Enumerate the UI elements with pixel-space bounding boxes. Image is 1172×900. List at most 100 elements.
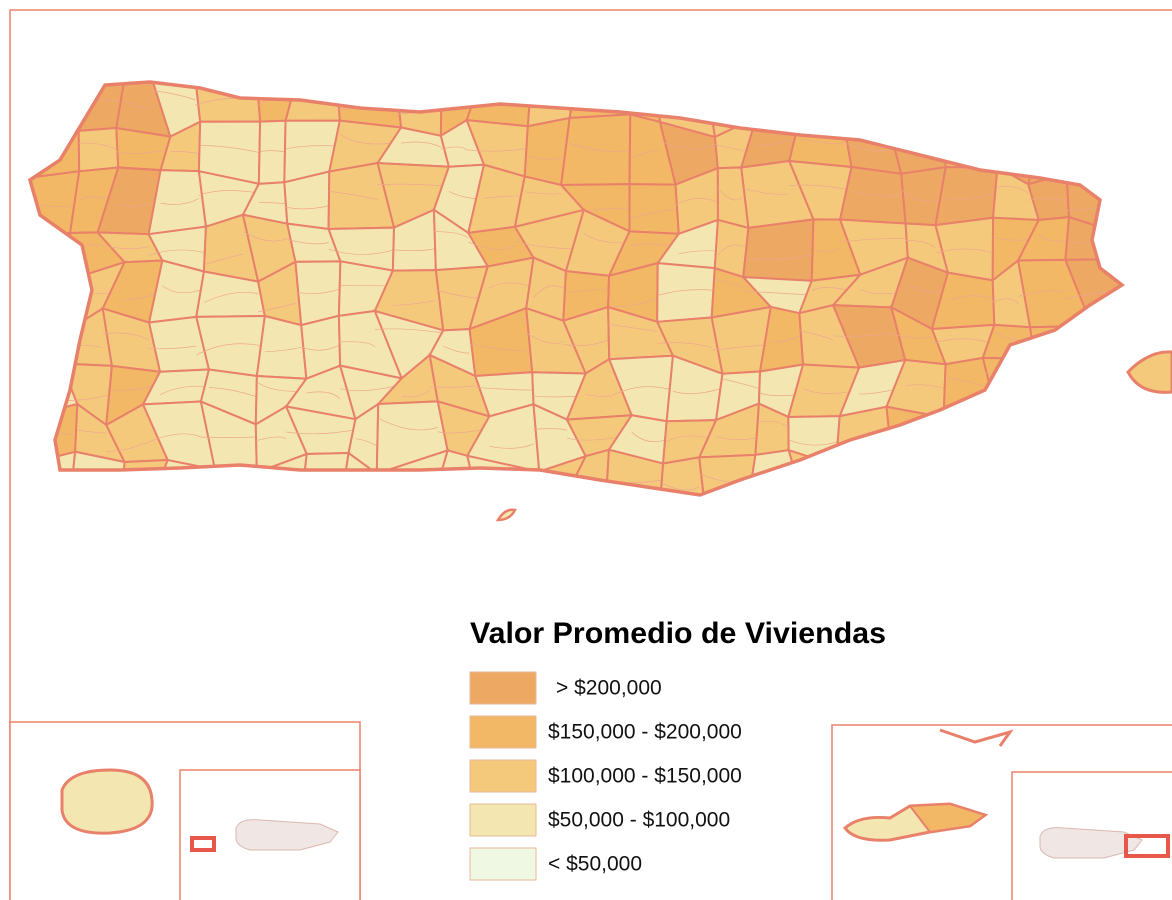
tract-line (539, 484, 586, 492)
tract-line (30, 486, 76, 495)
municipality (255, 314, 308, 380)
tract-line (30, 301, 70, 307)
tract-line (717, 188, 742, 201)
tract-line (328, 248, 395, 255)
tract-line (992, 298, 1019, 305)
locator-island (235, 819, 339, 851)
tract-line (1041, 102, 1067, 108)
tract-line (30, 246, 71, 257)
municipality (923, 458, 998, 495)
tract-line (338, 341, 376, 348)
tract-line (256, 490, 307, 495)
tract-line (991, 484, 1036, 494)
municipality (990, 457, 1045, 495)
tract-line (301, 345, 340, 351)
tract-line (659, 140, 716, 150)
tract-line (938, 96, 999, 104)
tract-line (142, 433, 202, 445)
tract-line (306, 477, 349, 485)
municipality (628, 183, 680, 235)
tract-line (813, 246, 841, 253)
tract-line (998, 154, 1043, 158)
municipality (742, 218, 815, 282)
municipality (1082, 360, 1122, 423)
tract-line (1035, 491, 1087, 495)
tract-line (286, 429, 356, 435)
tract-line (1066, 98, 1122, 103)
tract-line (995, 440, 1045, 445)
tract-line (998, 99, 1042, 105)
legend-label: $100,000 - $150,000 (548, 765, 742, 788)
municipality (30, 82, 81, 133)
tract-line (569, 143, 631, 152)
tract-line (441, 98, 482, 106)
locator-island (1039, 827, 1143, 859)
municipality (834, 405, 895, 472)
tract-line (148, 249, 207, 256)
municipality (885, 405, 948, 472)
tract-line (945, 377, 983, 387)
municipality (937, 82, 1000, 127)
tract-line (30, 100, 52, 105)
municipality (834, 464, 895, 495)
tract-line (762, 98, 809, 107)
legend-title: Valor Promedio de Viviendas (470, 617, 886, 650)
municipality (257, 119, 287, 185)
tract-line (284, 205, 330, 210)
tract-line (258, 202, 285, 205)
tract-line (469, 343, 527, 351)
municipality (1088, 321, 1122, 376)
municipality (934, 166, 999, 227)
tract-line (198, 190, 259, 196)
tract-line (468, 241, 516, 250)
tract-line (348, 475, 378, 486)
municipalities (30, 82, 1122, 495)
tract-line (585, 394, 610, 397)
municipality (299, 451, 350, 495)
tract-line (258, 303, 296, 313)
vieques-east (908, 802, 988, 834)
tract-line (196, 343, 265, 356)
tract-line (839, 238, 906, 243)
tract-line (1089, 393, 1122, 401)
tract-line (1043, 431, 1084, 442)
tract-line (807, 94, 835, 102)
municipality (189, 468, 258, 495)
municipality (1040, 82, 1084, 131)
tract-line (208, 387, 257, 398)
municipality (30, 125, 81, 181)
tract-line (440, 146, 468, 151)
tract-line (124, 477, 168, 488)
tract-line (429, 385, 476, 388)
tract-line (576, 95, 628, 101)
tract-line (1034, 375, 1091, 389)
municipality (1034, 473, 1088, 495)
tract-line (565, 288, 610, 293)
tract-line (467, 482, 540, 490)
tract-line (526, 333, 564, 345)
tract-line (657, 342, 712, 349)
tract-line (743, 290, 812, 296)
tract-line (748, 254, 814, 261)
legend-label: $50,000 - $100,000 (548, 809, 730, 832)
culebra-edge (939, 728, 1014, 747)
tract-line (886, 433, 944, 440)
tract-line (433, 231, 469, 239)
tract-line (1042, 142, 1083, 153)
legend-label: $150,000 - $200,000 (548, 721, 742, 744)
municipality (1082, 410, 1122, 476)
tract-line (30, 376, 62, 388)
tract-line (355, 438, 379, 447)
tract-line (1081, 143, 1122, 152)
municipality (1033, 357, 1092, 413)
tract-line (200, 144, 261, 154)
tract-line (260, 150, 286, 153)
tract-line (672, 387, 723, 395)
municipality (30, 231, 72, 284)
tract-line (264, 347, 302, 353)
tract-line (788, 439, 840, 446)
legend-swatch (469, 671, 537, 705)
tract-line (489, 443, 534, 449)
legend-label: > $200,000 (556, 677, 662, 700)
